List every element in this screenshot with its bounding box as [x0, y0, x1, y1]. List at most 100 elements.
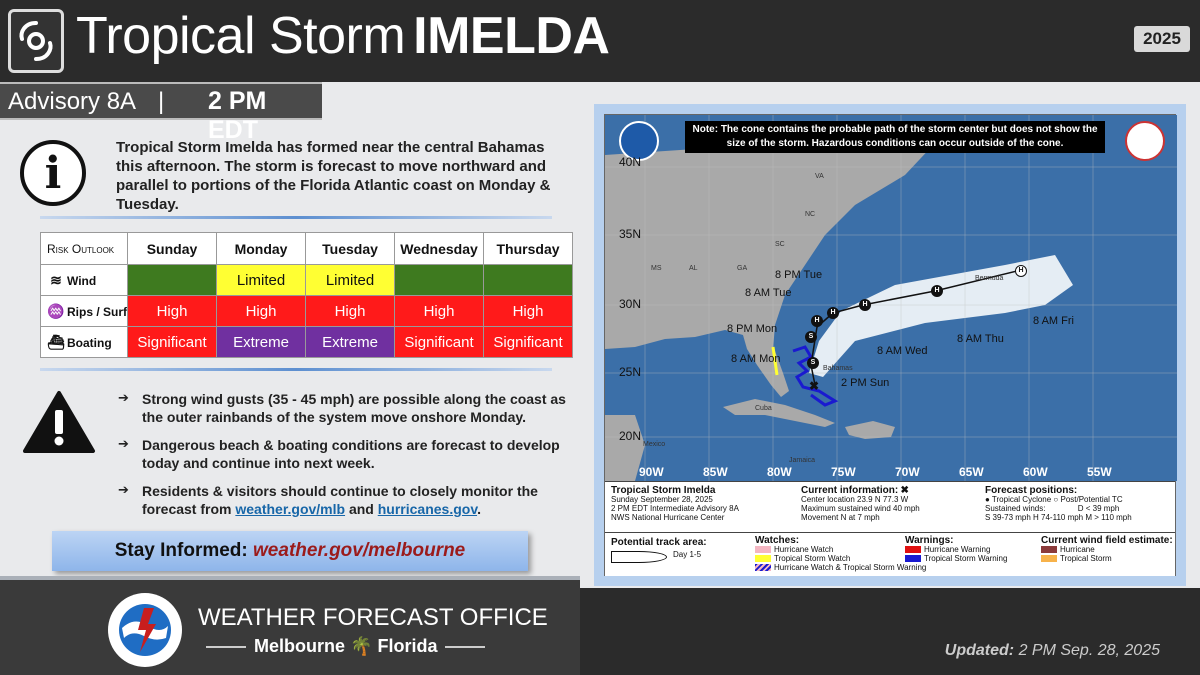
hurricane-icon — [8, 9, 64, 73]
lat-label: 40N — [619, 155, 642, 169]
list-item: Strong wind gusts (35 - 45 mph) are poss… — [118, 390, 568, 426]
palm-tree-icon: 🌴 — [350, 636, 373, 656]
header-bar: Tropical Storm IMELDA 2025 — [0, 0, 1200, 82]
state-label: MS — [651, 265, 662, 272]
lon-label: 80W — [767, 465, 792, 479]
row-label-wind: ≋ Wind — [39, 264, 129, 296]
forecast-point-marker: H — [931, 285, 943, 297]
forecast-point-marker: S — [807, 357, 819, 369]
list-item: Residents & visitors should continue to … — [118, 482, 568, 518]
forecast-point-marker: H — [811, 315, 823, 327]
stay-informed-banner: Stay Informed: weather.gov/melbourne — [52, 531, 528, 571]
lon-label: 60W — [1023, 465, 1048, 479]
day-header: Sunday — [127, 232, 218, 265]
current-position-marker: ✖ — [809, 379, 820, 393]
state-label: Cuba — [755, 405, 772, 412]
risk-cell: High — [394, 295, 485, 327]
legend-wind-field: Current wind field estimate: Hurricane T… — [1041, 535, 1173, 563]
day-header: Wednesday — [394, 232, 485, 265]
risk-cell: Limited — [305, 264, 396, 296]
nws-map-logo — [1125, 121, 1165, 161]
risk-cell: High — [127, 295, 218, 327]
link-hurricanes-gov[interactable]: hurricanes.gov — [377, 501, 478, 517]
day-header: Monday — [216, 232, 307, 265]
divider — [40, 368, 552, 371]
day-header: Tuesday — [305, 232, 396, 265]
state-label: VA — [815, 173, 824, 180]
link-weather-gov-mlb[interactable]: weather.gov/mlb — [235, 501, 346, 517]
day-header: Thursday — [483, 232, 574, 265]
risk-cell — [483, 264, 574, 296]
updated-timestamp: Updated: 2 PM Sep. 28, 2025 — [944, 642, 1160, 659]
forecast-point-marker: H — [827, 307, 839, 319]
state-label: Mexico — [643, 441, 666, 448]
info-icon: i — [20, 140, 86, 206]
nws-logo — [108, 593, 182, 667]
advisory-number: Advisory 8A — [8, 88, 137, 115]
forecast-time-label: 2 PM Sun — [841, 377, 890, 389]
list-item: Dangerous beach & boating conditions are… — [118, 436, 568, 472]
link-weather-gov-melbourne[interactable]: weather.gov/melbourne — [253, 540, 466, 561]
lon-label: 70W — [895, 465, 920, 479]
lat-label: 20N — [619, 429, 642, 443]
map-legend: Tropical Storm Imelda Sunday September 2… — [605, 481, 1175, 576]
risk-cell: High — [216, 295, 307, 327]
wind-icon: ≋ — [50, 271, 62, 288]
swimmer-icon: ♒ — [47, 302, 65, 319]
cone-note: Note: The cone contains the probable pat… — [685, 121, 1105, 153]
lat-label: 25N — [619, 365, 642, 379]
office-location: Melbourne 🌴 Florida — [198, 636, 486, 657]
legend-storm-info: Tropical Storm Imelda Sunday September 2… — [611, 485, 739, 523]
advisory-bar: Advisory 8A | 2 PM EDT — [0, 82, 322, 144]
risk-cell: Extreme — [216, 326, 307, 358]
legend-warnings: Warnings: Hurricane Warning Tropical Sto… — [905, 535, 1008, 563]
forecast-time-label: 8 PM Mon — [727, 323, 778, 335]
noaa-logo — [619, 121, 659, 161]
state-label: Jamaica — [789, 457, 816, 464]
lon-label: 75W — [831, 465, 856, 479]
lon-label: 65W — [959, 465, 984, 479]
state-label: AL — [689, 265, 698, 272]
state-label: Bahamas — [823, 365, 853, 372]
forecast-time-label: 8 AM Fri — [1033, 315, 1074, 327]
intro-text: Tropical Storm Imelda has formed near th… — [116, 139, 551, 213]
state-label: NC — [805, 211, 816, 218]
risk-cell: Significant — [127, 326, 218, 358]
lat-label: 30N — [619, 297, 642, 311]
forecast-time-label: 8 AM Thu — [957, 333, 1004, 345]
nhc-cone-map: Note: The cone contains the probable pat… — [604, 114, 1177, 576]
year-badge: 2025 — [1134, 26, 1190, 52]
forecast-time-label: 8 AM Mon — [731, 353, 781, 365]
advisory-separator: | — [158, 88, 165, 115]
risk-cell: Significant — [394, 326, 485, 358]
risk-cell: High — [483, 295, 574, 327]
row-label-rips: ♒ Rips / Surf — [39, 295, 129, 327]
legend-track-area: Potential track area: Day 1-5 — [611, 538, 707, 563]
risk-cell: Extreme — [305, 326, 396, 358]
forecast-point-marker: S — [805, 331, 817, 343]
map-graphic — [605, 115, 1177, 481]
key-messages: Strong wind gusts (35 - 45 mph) are poss… — [118, 390, 568, 528]
warning-icon — [23, 391, 95, 453]
forecast-point-marker: H — [1015, 265, 1027, 277]
table-row: ♒ Rips / Surf High High High High High — [39, 295, 574, 327]
row-label-boating: ⛴ Boating — [39, 326, 129, 358]
legend-forecast-positions: Forecast positions: ● Tropical Cyclone ○… — [985, 485, 1132, 523]
office-name: WEATHER FORECAST OFFICE — [198, 604, 548, 631]
forecast-point-marker: H — [859, 299, 871, 311]
lon-label: 55W — [1087, 465, 1112, 479]
advisory-time: 2 PM EDT — [208, 87, 267, 144]
lon-label: 85W — [703, 465, 728, 479]
legend-current-info: Current information: ✖ Center location 2… — [801, 485, 920, 523]
boat-icon: ⛴ — [47, 333, 65, 350]
lon-label: 90W — [639, 465, 664, 479]
risk-cell: Limited — [216, 264, 307, 296]
lat-label: 35N — [619, 227, 642, 241]
legend-watches: Watches: Hurricane Watch Tropical Storm … — [755, 535, 927, 572]
footer-office-panel — [0, 576, 580, 675]
risk-cell: Significant — [483, 326, 574, 358]
table-row: ≋ Wind Limited Limited — [39, 264, 574, 296]
risk-outlook-label: Risk Outlook — [39, 232, 129, 265]
page-title: Tropical Storm IMELDA — [76, 7, 610, 65]
risk-outlook-table: Risk Outlook Sunday Monday Tuesday Wedne… — [39, 232, 574, 358]
